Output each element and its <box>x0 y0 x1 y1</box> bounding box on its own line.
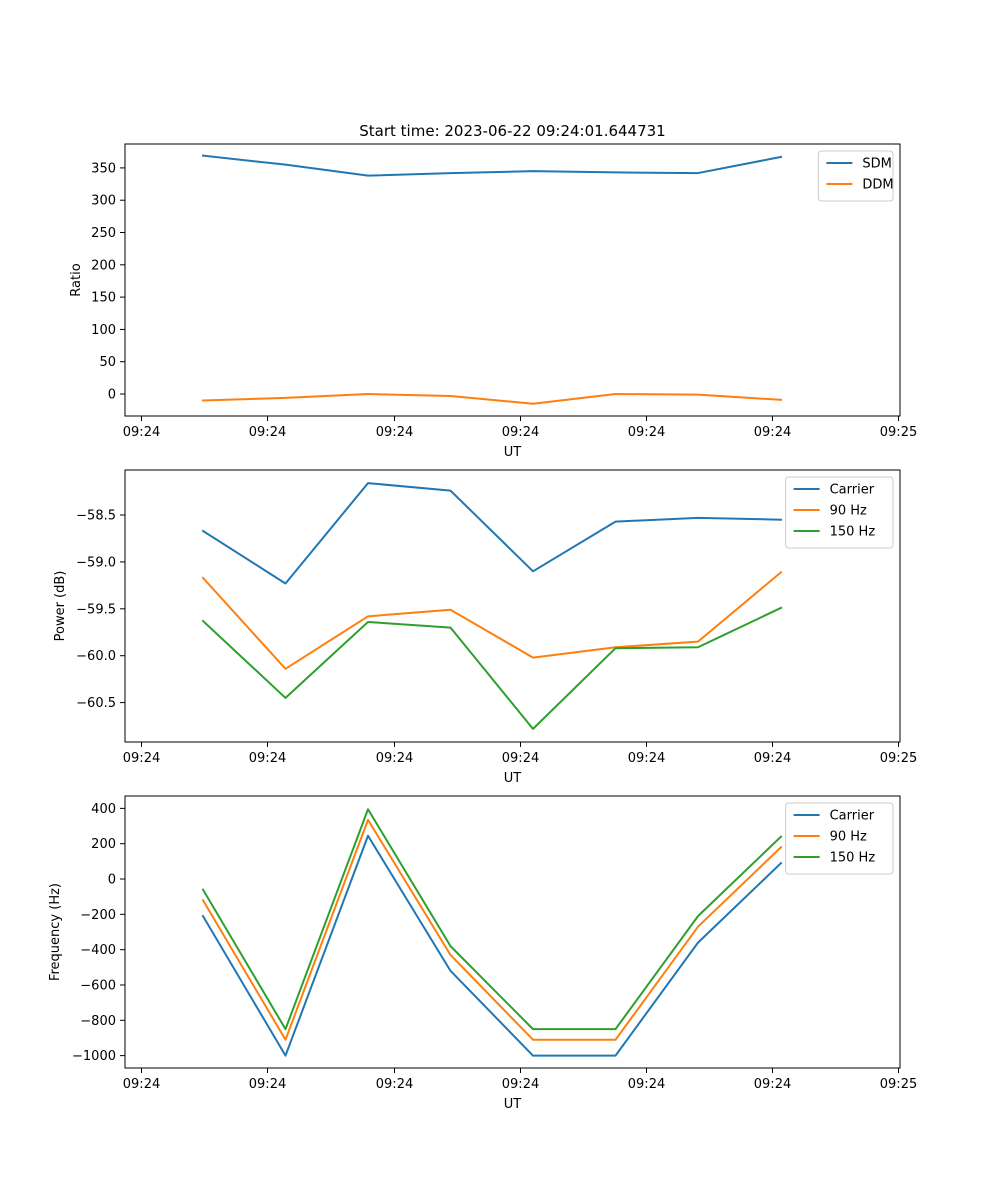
legend-label: Carrier <box>830 483 875 498</box>
y-tick-label: −600 <box>80 978 116 993</box>
y-axis-label: Frequency (Hz) <box>48 883 63 981</box>
y-tick-label: 150 <box>91 291 116 306</box>
chart-panel-1: 09:24 09:24 09:24 09:24 09:24 09:24 09:25 0 50 10… <box>69 143 917 460</box>
y-tick-label: −60.0 <box>76 649 116 664</box>
series-line-150-hz <box>201 606 783 730</box>
y-tick-label: 250 <box>91 226 116 241</box>
x-tick-label: 09:24 <box>123 751 160 766</box>
y-tick-label: 100 <box>91 323 116 338</box>
figure-title: Start time: 2023-06-22 09:24:01.644731 <box>359 122 665 140</box>
x-axis-label: UT <box>504 445 522 460</box>
x-axis-label: UT <box>504 771 522 786</box>
y-tick-label: 300 <box>91 194 116 209</box>
x-tick-label: 09:24 <box>376 751 413 766</box>
y-tick-label: −400 <box>80 943 116 958</box>
y-tick-label: −200 <box>80 908 116 923</box>
plot-frame <box>124 469 901 743</box>
series-line-sdm <box>201 154 783 177</box>
x-tick-label: 09:24 <box>502 1077 539 1092</box>
legend-label: 150 Hz <box>830 525 876 540</box>
y-tick-label: −800 <box>80 1014 116 1029</box>
x-tick-label: 09:24 <box>628 751 665 766</box>
plot-frame <box>124 795 901 1069</box>
series-line-ddm <box>201 393 783 405</box>
legend-label: 150 Hz <box>830 851 876 866</box>
legend-label: Carrier <box>830 809 875 824</box>
x-tick-label: 09:25 <box>880 425 917 440</box>
y-tick-label: −59.0 <box>76 555 116 570</box>
y-tick-label: 400 <box>91 802 116 817</box>
y-tick-label: 200 <box>91 837 116 852</box>
y-tick-label: −59.5 <box>76 602 116 617</box>
x-tick-label: 09:24 <box>502 425 539 440</box>
chart-panel-2: 09:24 09:24 09:24 09:24 09:24 09:24 09:25 −60.5… <box>53 469 917 786</box>
x-tick-label: 09:24 <box>376 425 413 440</box>
x-axis-label: UT <box>504 1097 522 1112</box>
y-tick-label: −1000 <box>72 1049 116 1064</box>
x-tick-label: 09:24 <box>628 1077 665 1092</box>
legend: Carrier 90 Hz 150 Hz <box>785 476 894 549</box>
y-axis-label: Ratio <box>69 263 84 296</box>
series-line-carrier <box>201 834 783 1057</box>
y-tick-label: 0 <box>108 388 116 403</box>
x-tick-label: 09:24 <box>249 425 286 440</box>
x-tick-label: 09:25 <box>880 1077 917 1092</box>
charts-container: 09:24 09:24 09:24 09:24 09:24 09:24 09:25 0 50 10… <box>48 143 917 1112</box>
y-tick-label: 50 <box>99 355 116 370</box>
x-tick-label: 09:24 <box>754 1077 791 1092</box>
legend-label: 90 Hz <box>830 830 867 845</box>
x-tick-label: 09:24 <box>249 751 286 766</box>
x-tick-label: 09:24 <box>123 1077 160 1092</box>
plot-frame <box>124 143 901 417</box>
y-tick-label: −60.5 <box>76 696 116 711</box>
x-tick-label: 09:24 <box>754 425 791 440</box>
chart-panel-3: 09:24 09:24 09:24 09:24 09:24 09:24 09:25 −1000… <box>48 795 917 1112</box>
series-line-150-hz <box>201 808 783 1031</box>
legend: Carrier 90 Hz 150 Hz <box>785 802 894 875</box>
y-tick-label: 0 <box>108 873 116 888</box>
x-tick-label: 09:25 <box>880 751 917 766</box>
y-axis-label: Power (dB) <box>53 571 68 642</box>
x-tick-label: 09:24 <box>249 1077 286 1092</box>
legend-label: 90 Hz <box>830 504 867 519</box>
y-tick-label: 350 <box>91 161 116 176</box>
x-tick-label: 09:24 <box>628 425 665 440</box>
y-tick-label: 200 <box>91 258 116 273</box>
series-line-carrier <box>201 482 783 585</box>
x-tick-label: 09:24 <box>754 751 791 766</box>
legend-label: DDM <box>862 178 893 193</box>
legend: SDM DDM <box>817 150 894 202</box>
series-line-90-hz <box>201 570 783 670</box>
x-tick-label: 09:24 <box>376 1077 413 1092</box>
x-tick-label: 09:24 <box>123 425 160 440</box>
y-tick-label: −58.5 <box>76 509 116 524</box>
x-tick-label: 09:24 <box>502 751 539 766</box>
series-line-90-hz <box>201 818 783 1041</box>
legend-label: SDM <box>862 157 891 172</box>
